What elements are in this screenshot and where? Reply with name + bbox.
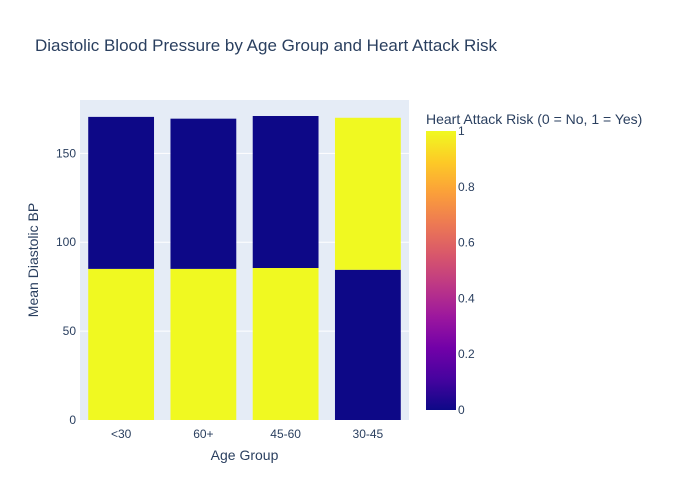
- bar: [252, 116, 319, 268]
- y-tick-label: 150: [56, 146, 76, 160]
- x-tick-label: 60+: [193, 427, 213, 441]
- y-tick-label: 100: [56, 235, 76, 249]
- y-axis-title: Mean Diastolic BP: [25, 203, 41, 317]
- x-tick-labels: <30 60+ 45-60 30-45: [111, 427, 384, 441]
- colorbar-tick-label: 0: [458, 403, 465, 417]
- colorbar-tick-label: 0.8: [458, 180, 475, 194]
- bar: [170, 118, 237, 269]
- colorbar-tick-label: 0.4: [458, 291, 475, 305]
- bar: [334, 117, 401, 270]
- y-tick-label: 0: [69, 413, 76, 427]
- y-tick-labels: 0 50 100 150: [56, 146, 76, 427]
- colorbar-tick-label: 0.2: [458, 347, 475, 361]
- x-tick-label: 30-45: [353, 427, 384, 441]
- colorbar-title: Heart Attack Risk (0 = No, 1 = Yes): [426, 111, 642, 127]
- y-tick-label: 50: [63, 324, 77, 338]
- x-tick-label: <30: [111, 427, 132, 441]
- colorbar-tick-label: 0.6: [458, 236, 475, 250]
- x-axis-title: Age Group: [211, 447, 279, 463]
- bar: [88, 268, 155, 420]
- bars: [88, 116, 401, 420]
- chart-title: Diastolic Blood Pressure by Age Group an…: [35, 36, 498, 55]
- x-tick-label: 45-60: [270, 427, 301, 441]
- colorbar: [426, 131, 456, 410]
- bar: [252, 268, 319, 420]
- bar: [88, 116, 155, 269]
- bar: [334, 269, 401, 420]
- bar: [170, 268, 237, 420]
- colorbar-tick-labels: 0 0.2 0.4 0.6 0.8 1: [458, 124, 475, 417]
- colorbar-tick-label: 1: [458, 124, 465, 138]
